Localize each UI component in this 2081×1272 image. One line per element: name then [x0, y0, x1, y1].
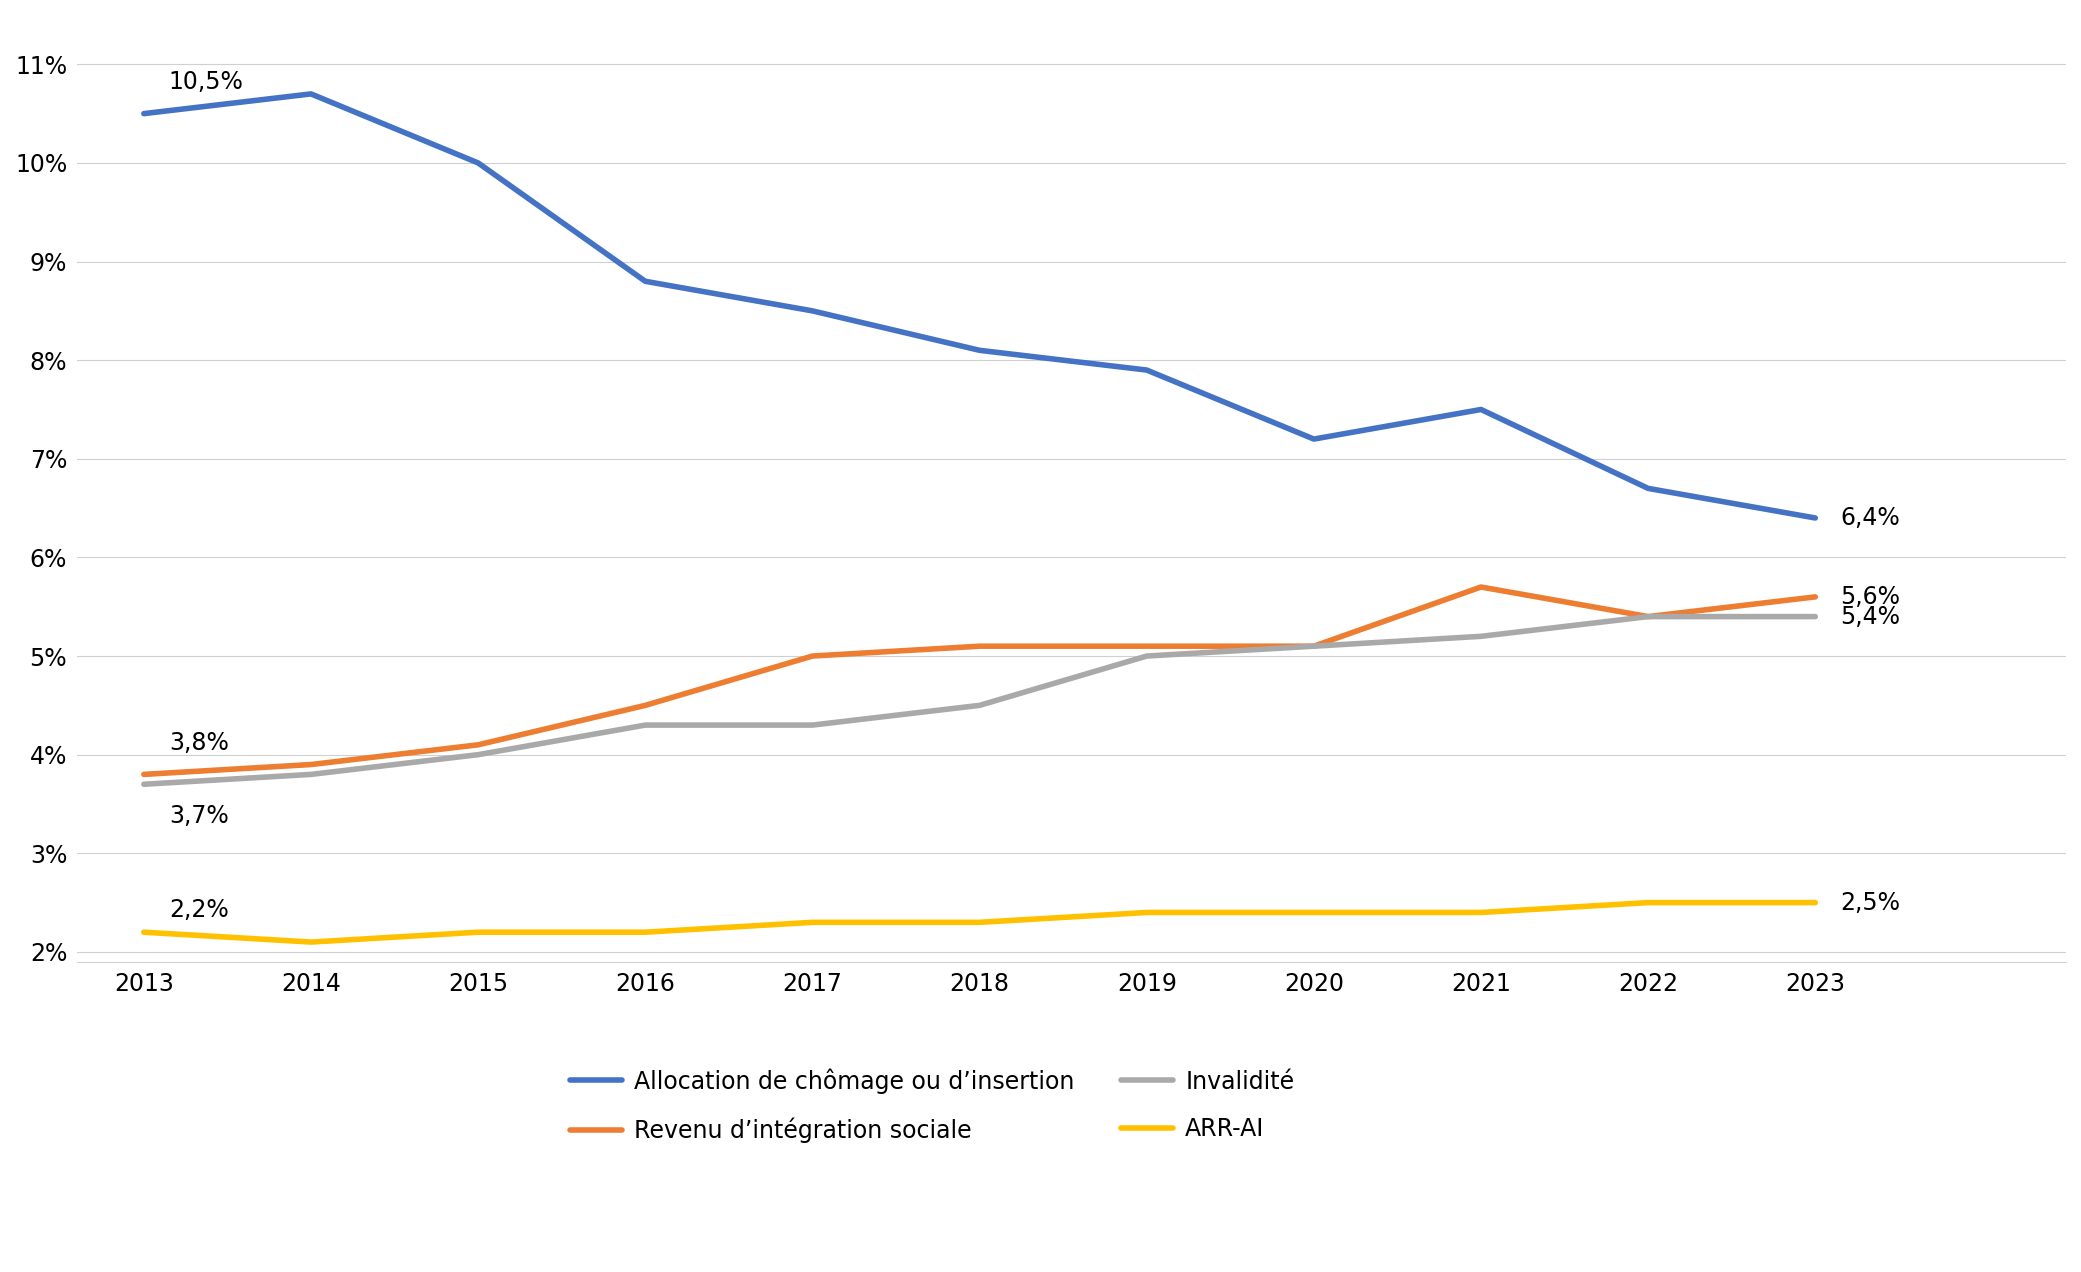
Text: 6,4%: 6,4% — [1840, 506, 1900, 530]
Text: 2,2%: 2,2% — [169, 898, 229, 922]
Text: 3,8%: 3,8% — [169, 730, 229, 754]
Text: 10,5%: 10,5% — [169, 70, 243, 94]
Text: 3,7%: 3,7% — [169, 804, 229, 828]
Text: 2,5%: 2,5% — [1840, 890, 1900, 915]
Text: 5,6%: 5,6% — [1840, 585, 1900, 609]
Text: 5,4%: 5,4% — [1840, 604, 1900, 628]
Legend: Allocation de chômage ou d’insertion, Revenu d’intégration sociale, Invalidité, : Allocation de chômage ou d’insertion, Re… — [560, 1058, 1305, 1152]
